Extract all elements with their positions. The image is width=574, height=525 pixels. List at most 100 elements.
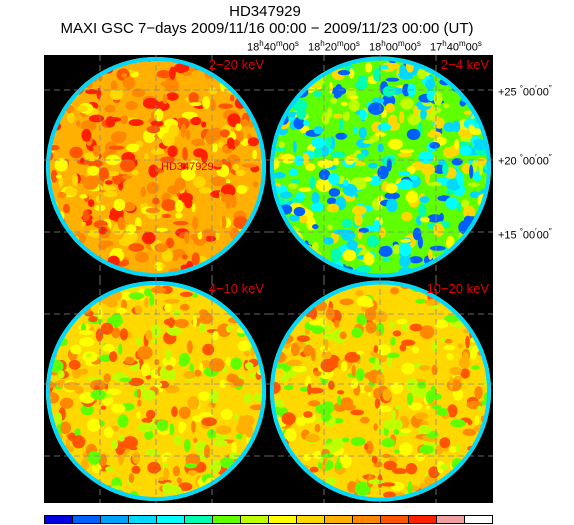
noise-blob — [184, 463, 197, 469]
colorbar-swatch — [381, 516, 409, 523]
noise-blob — [128, 292, 145, 300]
noise-blob — [128, 119, 144, 127]
colorbar-swatch — [213, 516, 241, 523]
colorbar-swatch — [45, 516, 73, 523]
noise-blob — [281, 153, 296, 164]
noise-blob — [308, 320, 322, 326]
noise-blob — [328, 188, 341, 197]
noise-blob — [288, 182, 298, 190]
sky-disk — [46, 57, 266, 277]
noise-blob — [440, 464, 449, 470]
noise-blob — [292, 365, 307, 373]
noise-blob — [137, 422, 154, 433]
noise-blob — [418, 365, 431, 371]
noise-blob — [444, 314, 459, 323]
noise-blob — [337, 390, 345, 395]
noise-blob — [293, 116, 305, 130]
noise-blob — [81, 128, 92, 142]
noise-blob — [181, 111, 198, 120]
noise-blob — [156, 70, 171, 79]
noise-blob — [66, 112, 75, 123]
noise-blob — [293, 206, 306, 217]
noise-blob — [337, 70, 351, 76]
noise-blob — [432, 107, 442, 114]
noise-blob — [332, 437, 345, 450]
noise-blob — [204, 235, 217, 242]
noise-blob — [110, 89, 123, 100]
noise-blob — [143, 288, 152, 297]
noise-blob — [160, 263, 166, 269]
noise-blob — [356, 350, 364, 355]
noise-blob — [348, 68, 355, 79]
ra-tick-label: 18h20m00s — [308, 39, 360, 54]
noise-blob — [193, 437, 198, 443]
noise-blob — [393, 428, 400, 435]
noise-blob — [462, 428, 477, 436]
noise-blob — [103, 426, 114, 439]
noise-blob — [232, 163, 239, 171]
noise-blob — [414, 412, 428, 420]
noise-blob — [105, 116, 116, 128]
noise-blob — [150, 286, 166, 294]
noise-blob — [162, 482, 174, 495]
noise-blob — [358, 126, 367, 139]
noise-blob — [220, 457, 235, 469]
noise-blob — [244, 392, 252, 405]
noise-blob — [312, 224, 319, 230]
noise-blob — [134, 305, 142, 315]
noise-blob — [111, 440, 118, 450]
noise-blob — [191, 203, 196, 213]
noise-blob — [350, 379, 359, 389]
noise-blob — [202, 343, 215, 356]
noise-blob — [298, 187, 312, 193]
noise-blob — [392, 468, 408, 475]
noise-blob — [368, 162, 378, 169]
noise-blob — [400, 238, 412, 243]
noise-blob — [92, 147, 101, 157]
noise-blob — [325, 476, 337, 485]
noise-blob — [446, 379, 462, 392]
noise-blob — [192, 216, 199, 230]
noise-blob — [313, 126, 324, 135]
noise-blob — [367, 302, 374, 308]
noise-blob — [164, 303, 172, 313]
colorbar-swatch — [297, 516, 325, 523]
noise-blob — [288, 214, 301, 222]
noise-blob — [339, 298, 354, 306]
noise-blob — [438, 159, 447, 166]
noise-blob — [173, 309, 181, 317]
noise-blob — [59, 397, 74, 409]
noise-blob — [326, 197, 337, 205]
noise-blob — [137, 345, 153, 360]
noise-blob — [169, 369, 176, 381]
noise-blob — [459, 145, 472, 156]
ra-tick-label: 18h40m00s — [247, 39, 299, 54]
noise-blob — [122, 76, 136, 90]
noise-blob — [401, 362, 415, 375]
noise-blob — [160, 81, 174, 87]
noise-blob — [171, 248, 186, 258]
noise-blob — [190, 116, 202, 126]
colorbar-swatch — [73, 516, 101, 523]
colorbar — [44, 515, 493, 524]
noise-blob — [397, 152, 413, 158]
noise-blob — [213, 160, 223, 168]
noise-blob — [324, 338, 329, 352]
noise-blob — [221, 215, 227, 229]
noise-blob — [273, 172, 286, 179]
noise-blob — [171, 485, 182, 495]
noise-blob — [321, 461, 326, 472]
noise-blob — [187, 340, 193, 354]
noise-blob — [225, 356, 232, 367]
noise-blob — [469, 191, 480, 199]
noise-blob — [358, 227, 369, 233]
noise-blob — [443, 146, 457, 159]
noise-blob — [443, 122, 456, 133]
noise-blob — [169, 66, 176, 80]
noise-blob — [117, 216, 126, 230]
noise-blob — [470, 347, 477, 361]
noise-blob — [418, 424, 432, 435]
noise-blob — [107, 318, 115, 323]
noise-blob — [456, 172, 464, 186]
noise-blob — [144, 430, 154, 440]
